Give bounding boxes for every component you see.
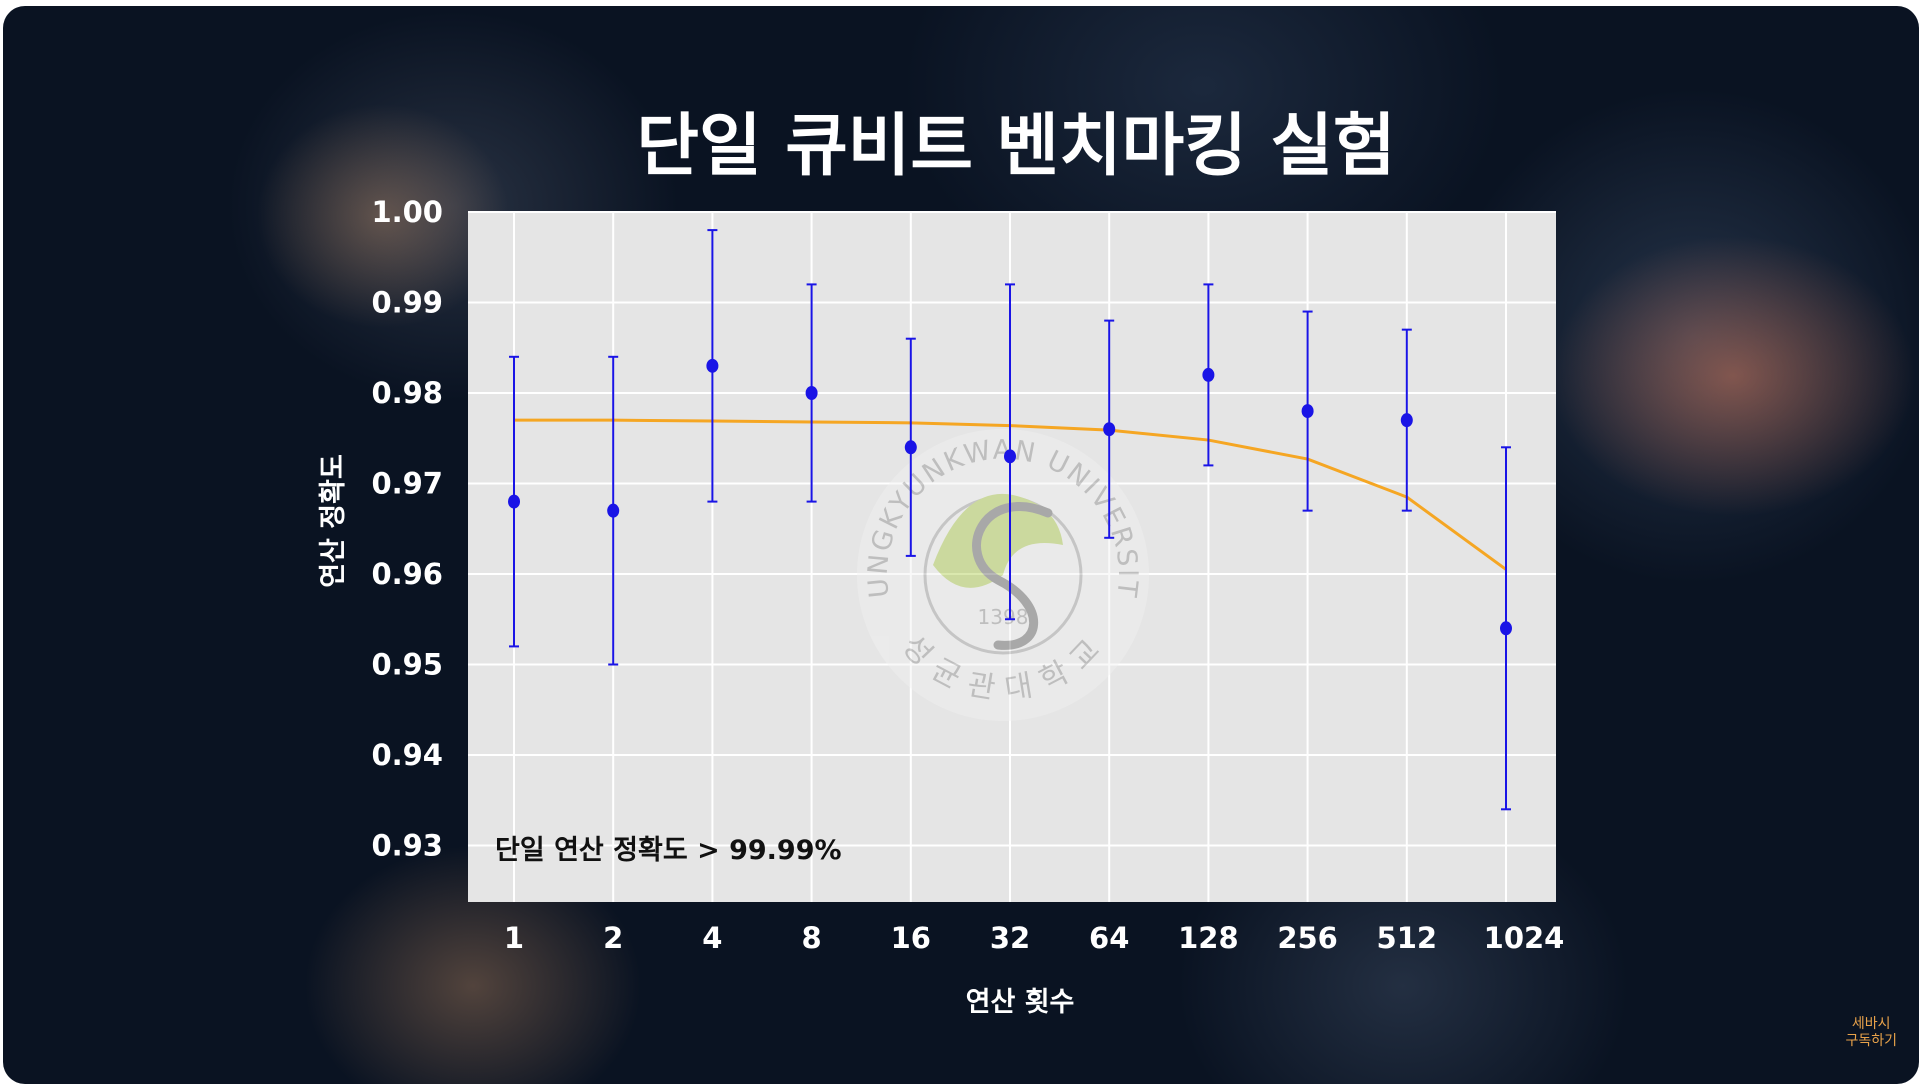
x-tick-label: 128 [1178, 921, 1239, 955]
data-point-2 [607, 503, 620, 518]
data-point-1 [508, 494, 520, 509]
grid-horizontal [468, 211, 1556, 847]
x-tick-label: 32 [990, 921, 1030, 955]
x-tick-labels: 1 2 4 8 16 32 64 128 256 512 1024 [504, 921, 1564, 955]
data-point-256 [1301, 404, 1314, 419]
y-tick-label: 0.96 [371, 557, 443, 591]
y-tick-label: 0.94 [371, 738, 443, 772]
x-tick-label: 2 [603, 921, 623, 955]
data-points [508, 358, 1512, 636]
seal-disc [857, 429, 1149, 721]
y-tick-label: 0.98 [371, 376, 443, 410]
x-axis-label: 연산 횟수 [966, 987, 1075, 1018]
x-tick-label: 1 [504, 921, 524, 955]
ginkgo-leaf-icon [933, 493, 1063, 588]
x-tick-label: 256 [1277, 921, 1338, 955]
chart: 단일 큐비트 벤치마킹 실험 SUNGKYUNKWAN UNIVERSITY성균… [3, 6, 1564, 1018]
seal-inner-ring [923, 495, 1083, 655]
video-frame: 단일 큐비트 벤치마킹 실험 SUNGKYUNKWAN UNIVERSITY성균… [3, 6, 1919, 1084]
y-tick-label: 0.95 [371, 648, 443, 682]
data-point-512 [1400, 413, 1413, 428]
data-point-4 [706, 358, 719, 373]
plot-area [468, 212, 1556, 902]
data-point-16 [904, 440, 917, 455]
x-tick-label: 8 [802, 921, 822, 955]
data-point-128 [1202, 367, 1215, 382]
y-tick-label: 0.97 [371, 467, 443, 501]
y-tick-label: 0.99 [371, 286, 443, 320]
y-tick-label: 0.93 [371, 829, 443, 863]
annotation: 단일 연산 정확도 > 99.99% [495, 835, 842, 866]
seal-year: 1398 [978, 605, 1029, 629]
data-point-8 [805, 386, 818, 400]
data-point-64 [1103, 422, 1116, 437]
y-axis-label: 연산 정확도 [318, 454, 349, 588]
chart-title: 단일 큐비트 벤치마킹 실험 [636, 107, 1395, 186]
y-tick-labels: 1.00 0.99 0.98 0.97 0.96 0.95 0.94 0.93 [371, 195, 443, 863]
x-tick-label: 4 [702, 921, 722, 955]
subscribe-badge[interactable]: 세바시 구독하기 [1845, 1016, 1897, 1050]
x-tick-label: 1024 [1484, 921, 1565, 955]
x-tick-label: 16 [891, 921, 931, 955]
data-point-32 [1004, 449, 1016, 464]
seal-s-mark [972, 502, 1053, 650]
data-point-1024 [1500, 621, 1512, 636]
y-tick-label: 1.00 [371, 195, 443, 229]
subscribe-line2: 구독하기 [1845, 1033, 1897, 1049]
x-tick-label: 64 [1089, 921, 1129, 955]
x-tick-label: 512 [1377, 921, 1438, 955]
subscribe-line1: 세바시 [1851, 1016, 1891, 1032]
